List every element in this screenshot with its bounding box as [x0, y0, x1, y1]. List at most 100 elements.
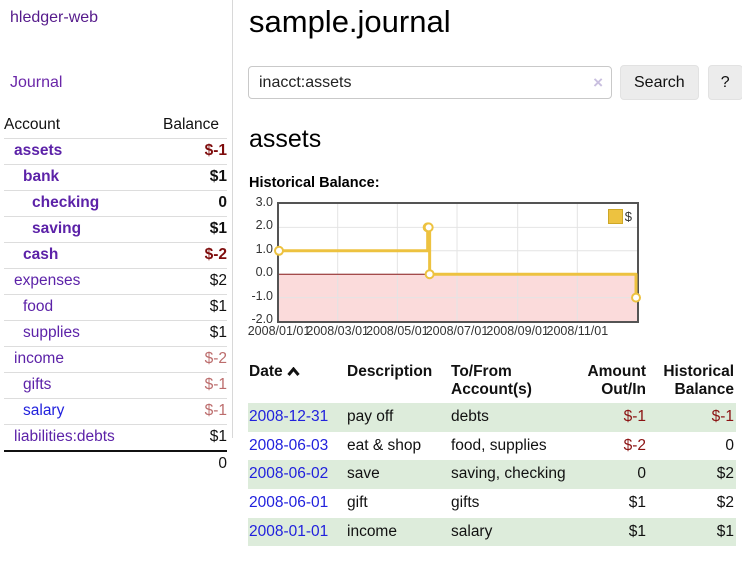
account-link-saving[interactable]: saving: [32, 220, 82, 237]
transaction-accounts: gifts: [451, 494, 480, 512]
account-row: checking 0: [4, 191, 227, 217]
transaction-description: save: [347, 465, 380, 483]
register-row: 2008-06-03 eat & shop food, supplies $-2…: [248, 432, 736, 461]
account-row: gifts $-1: [4, 373, 227, 399]
clear-search-icon[interactable]: ×: [593, 73, 603, 92]
account-link-bank[interactable]: bank: [23, 168, 60, 185]
register-row: 2008-12-31 pay off debts $-1 $-1: [248, 403, 736, 432]
transaction-accounts: saving, checking: [451, 465, 566, 483]
transaction-date-link[interactable]: 2008-12-31: [249, 408, 329, 425]
account-balance: $1: [209, 168, 227, 185]
x-tick-label: 2008/03/01: [306, 324, 369, 338]
transaction-amount: $-2: [623, 436, 646, 454]
description-column-header: Description: [347, 363, 433, 380]
legend-label: $: [624, 209, 632, 224]
search-button[interactable]: Search: [620, 65, 699, 100]
balance-column-header: Historical Balance: [663, 363, 734, 398]
account-row: cash $-2: [4, 243, 227, 269]
amount-column-header: Amount Out/In: [587, 363, 646, 398]
account-row: expenses $2: [4, 269, 227, 295]
transaction-amount: 0: [637, 465, 646, 483]
search-input[interactable]: [248, 66, 612, 99]
x-tick-label: 2008/05/01: [366, 324, 429, 338]
accounts-table: Account Balance assets $-1 bank $1 check…: [4, 113, 227, 477]
account-row: assets $-1: [4, 139, 227, 165]
transaction-accounts: salary: [451, 522, 493, 540]
x-tick-label: 2008/11/01: [546, 324, 609, 338]
register-row: 2008-01-01 income salary $1 $1: [248, 517, 736, 547]
account-row: food $1: [4, 295, 227, 321]
register-table: Date Description To/From Account(s) Amou…: [248, 361, 736, 547]
search-help-button[interactable]: ?: [707, 65, 742, 100]
transaction-balance: $1: [716, 522, 734, 540]
account-balance: $-2: [204, 350, 227, 367]
account-balance: $2: [209, 272, 227, 289]
account-column-header: Account: [4, 116, 61, 133]
account-balance: $-1: [204, 142, 227, 159]
account-row: saving $1: [4, 217, 227, 243]
sidebar: hledger-web Journal Account Balance asse…: [0, 0, 233, 472]
accounts-header-row: Account Balance: [4, 113, 227, 139]
chart-y-axis-labels: 3.0 2.0 1.0 0.0 -1.0 -2.0: [248, 195, 275, 326]
y-tick-label: 3.0: [255, 195, 273, 209]
account-row: income $-2: [4, 347, 227, 373]
transaction-balance: $-1: [711, 408, 734, 425]
accounts-total-value: 0: [218, 455, 227, 472]
account-balance: $-1: [204, 376, 227, 393]
y-tick-label: 1.0: [255, 241, 273, 256]
register-header-row: Date Description To/From Account(s) Amou…: [248, 361, 736, 403]
sort-ascending-icon: [286, 364, 300, 382]
transaction-description: income: [347, 522, 397, 540]
date-column-header[interactable]: Date: [248, 361, 346, 403]
register-row: 2008-06-01 gift gifts $1 $2: [248, 489, 736, 518]
account-link-supplies[interactable]: supplies: [23, 324, 80, 341]
transaction-date-link[interactable]: 2008-01-01: [249, 522, 329, 540]
account-balance: $1: [209, 324, 227, 341]
account-link-liabilities-debts[interactable]: liabilities:debts: [14, 428, 115, 445]
account-link-assets[interactable]: assets: [14, 142, 63, 159]
y-tick-label: 2.0: [255, 218, 273, 233]
account-link-food[interactable]: food: [23, 298, 54, 315]
chart-title: Historical Balance:: [249, 175, 380, 191]
chart-plot-area: $: [274, 202, 642, 323]
account-link-salary[interactable]: salary: [23, 402, 65, 419]
account-link-cash[interactable]: cash: [23, 246, 59, 263]
sidebar-item-journal[interactable]: Journal: [10, 74, 63, 91]
account-row: salary $-1: [4, 399, 227, 425]
y-tick-label: -1.0: [251, 288, 273, 303]
transaction-amount: $1: [628, 494, 646, 512]
account-link-checking[interactable]: checking: [32, 194, 100, 211]
transaction-date-link[interactable]: 2008-06-03: [249, 436, 329, 454]
account-balance: 0: [218, 194, 227, 211]
transaction-date-link[interactable]: 2008-06-01: [249, 494, 329, 512]
account-balance: $-1: [204, 402, 227, 419]
y-tick-label: 0.0: [255, 265, 273, 280]
account-link-gifts[interactable]: gifts: [23, 376, 52, 393]
account-link-income[interactable]: income: [14, 350, 64, 367]
x-tick-label: 2008/07/01: [425, 324, 489, 338]
account-link-expenses[interactable]: expenses: [14, 272, 81, 289]
account-row: supplies $1: [4, 321, 227, 347]
search-form: × Search ?: [248, 65, 742, 100]
balance-column-header: Balance: [162, 116, 219, 133]
register-row: 2008-06-02 save saving, checking 0 $2: [248, 460, 736, 490]
transaction-balance: 0: [725, 436, 734, 454]
y-tick-label: -2.0: [251, 312, 273, 326]
transaction-description: pay off: [347, 408, 394, 425]
chart-legend: $: [607, 209, 632, 224]
chart-x-axis-labels: 2008/01/01 2008/03/01 2008/05/01 2008/07/01…: [248, 324, 639, 340]
account-balance: $1: [209, 298, 227, 315]
page-title: sample.journal: [249, 4, 451, 39]
transaction-description: eat & shop: [347, 436, 422, 454]
account-balance: $-2: [204, 246, 227, 263]
accounts-column-header: To/From Account(s): [451, 363, 532, 398]
transaction-date-link[interactable]: 2008-06-02: [249, 465, 329, 483]
transaction-accounts: food, supplies: [451, 436, 547, 454]
transaction-accounts: debts: [451, 408, 489, 425]
brand-link[interactable]: hledger-web: [10, 9, 99, 26]
account-balance: $1: [209, 428, 227, 445]
transaction-description: gift: [347, 494, 368, 512]
account-heading: assets: [249, 125, 322, 153]
transaction-balance: $2: [716, 494, 734, 512]
